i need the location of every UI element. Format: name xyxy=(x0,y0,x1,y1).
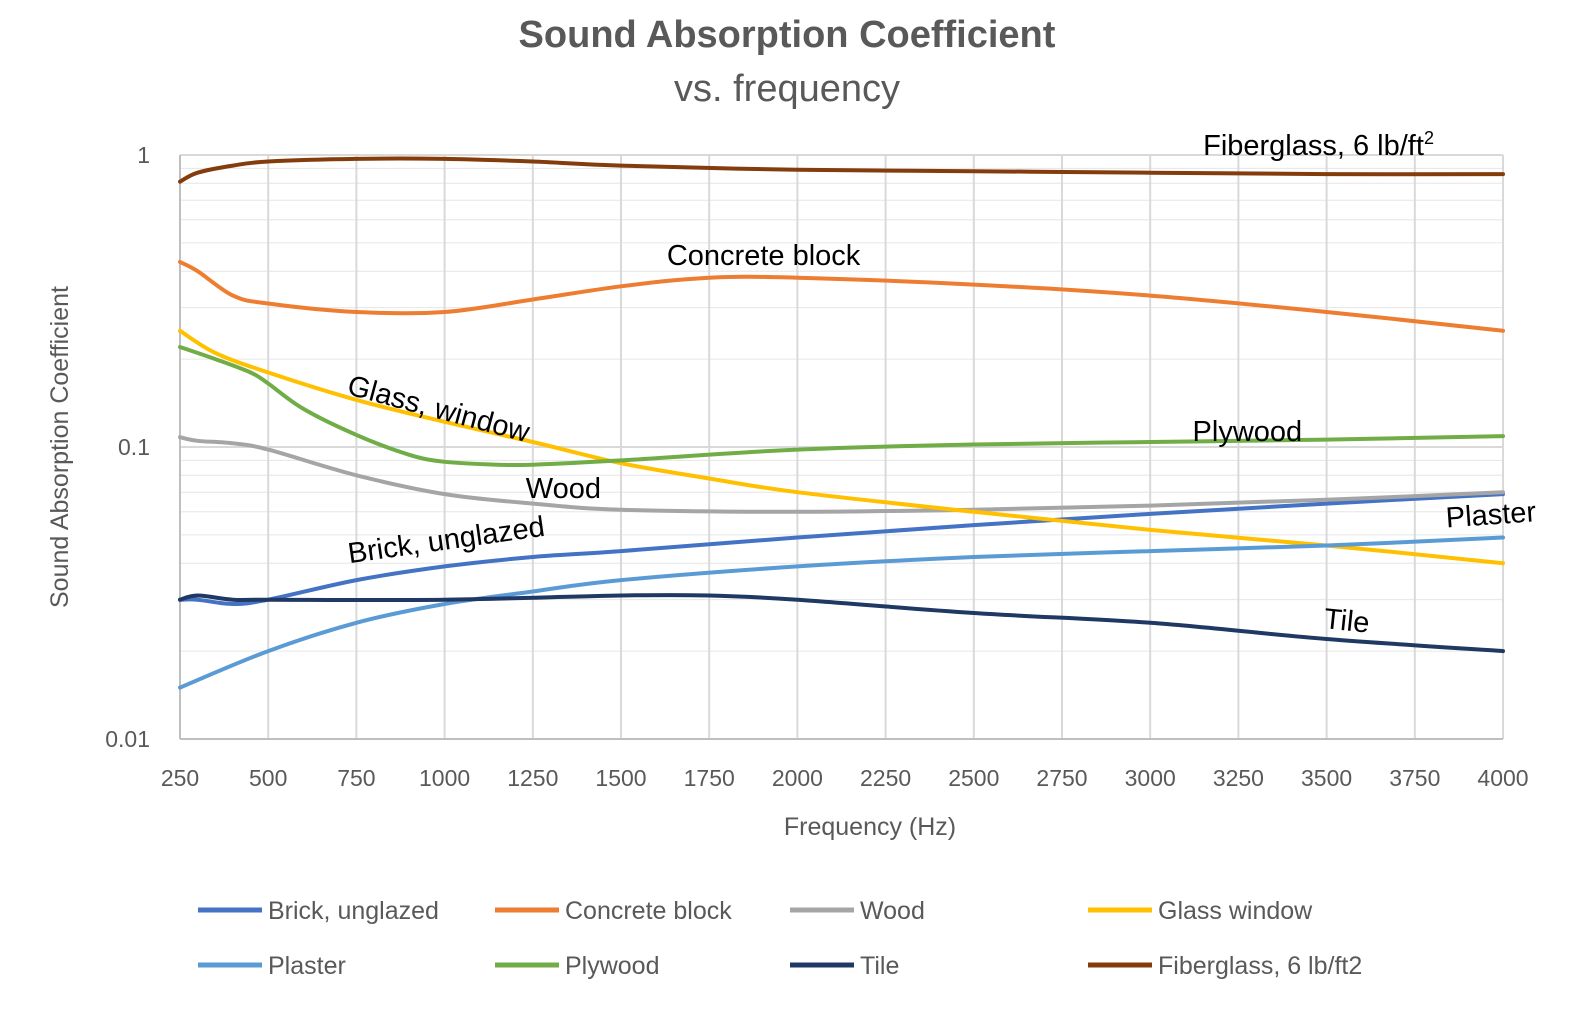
grid xyxy=(179,154,1504,740)
x-tick-label: 3000 xyxy=(1125,765,1176,791)
y-tick-label: 1 xyxy=(137,142,150,168)
x-tick-label: 2250 xyxy=(860,765,911,791)
x-tick-label: 3750 xyxy=(1389,765,1440,791)
x-tick-label: 1750 xyxy=(684,765,735,791)
x-tick-label: 1500 xyxy=(595,765,646,791)
x-axis-label: Frequency (Hz) xyxy=(784,813,956,841)
legend: Brick, unglazed Concrete block Wood Glass w… xyxy=(198,897,1362,980)
series-line-1 xyxy=(178,260,1505,333)
legend-label: Tile xyxy=(860,952,899,980)
legend-label: Plywood xyxy=(565,952,660,980)
legend-label: Glass window xyxy=(1158,897,1313,925)
x-tick-label: 500 xyxy=(249,765,287,791)
x-tick-label: 2000 xyxy=(772,765,823,791)
series-line-5 xyxy=(178,345,1505,468)
x-axis-ticks: 250 500 750 1000 1250 1500 1750 2000 2250 2500 275… xyxy=(161,765,1529,791)
x-tick-label: 2750 xyxy=(1036,765,1087,791)
series-line-0 xyxy=(178,492,1505,606)
y-axis-label: Sound Absorption Coefficient xyxy=(46,286,74,608)
series-annotation: Plywood xyxy=(1193,416,1303,448)
series-line-7 xyxy=(178,156,1505,184)
legend-label: Brick, unglazed xyxy=(268,897,439,925)
series-annotation: Wood xyxy=(526,473,601,505)
x-tick-label: 750 xyxy=(337,765,375,791)
x-tick-label: 1250 xyxy=(507,765,558,791)
x-tick-label: 3500 xyxy=(1301,765,1352,791)
series-annotation: Concrete block xyxy=(667,240,861,272)
series-annotation: Tile xyxy=(1322,603,1371,640)
x-tick-label: 4000 xyxy=(1477,765,1528,791)
y-axis-ticks: 0.01 0.1 1 xyxy=(105,142,150,752)
legend-label: Concrete block xyxy=(565,897,732,925)
legend-label: Fiberglass, 6 lb/ft2 xyxy=(1158,952,1362,980)
x-tick-label: 1000 xyxy=(419,765,470,791)
series-line-4 xyxy=(178,535,1505,690)
series-line-3 xyxy=(178,328,1505,566)
series-line-2 xyxy=(178,435,1505,514)
legend-label: Wood xyxy=(860,897,925,925)
series-line-6 xyxy=(178,592,1505,654)
y-tick-label: 0.01 xyxy=(105,726,150,752)
series-annotation: Plaster xyxy=(1445,496,1538,534)
x-tick-label: 2500 xyxy=(948,765,999,791)
chart-subtitle: vs. frequency xyxy=(674,68,900,110)
series-annotation: Fiberglass, 6 lb/ft2 xyxy=(1203,128,1434,162)
series-lines xyxy=(178,156,1505,690)
x-tick-label: 3250 xyxy=(1213,765,1264,791)
x-tick-label: 250 xyxy=(161,765,199,791)
y-tick-label: 0.1 xyxy=(118,434,150,460)
legend-label: Plaster xyxy=(268,952,346,980)
chart-title: Sound Absorption Coefficient xyxy=(519,14,1056,56)
